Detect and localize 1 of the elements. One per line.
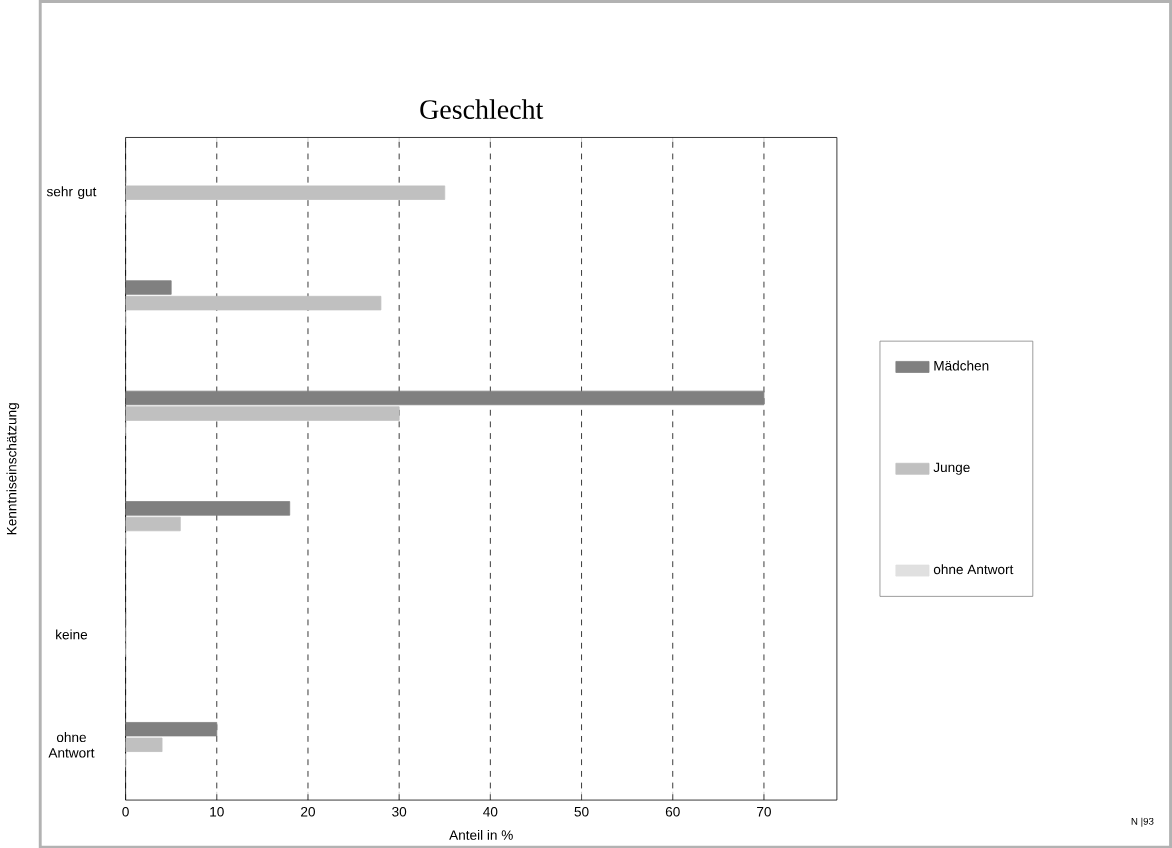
chart-title: Geschlecht (420, 98, 544, 119)
